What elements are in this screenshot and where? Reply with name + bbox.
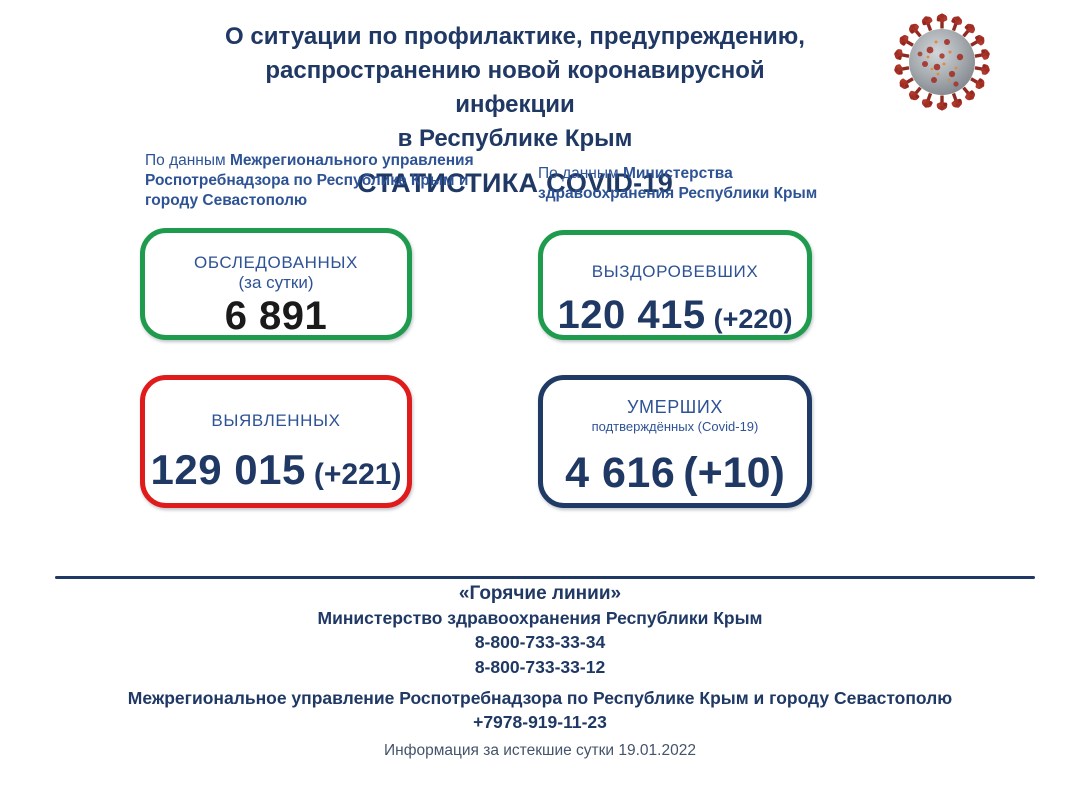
card-deceased-value: 4 616 [565, 449, 676, 497]
title-line-2: распространению новой коронавирусной инф… [265, 57, 765, 118]
card-examined-value-row: 6 891 [225, 293, 328, 339]
source-ministry-caption: По данным Министерства здравоохранения Р… [538, 164, 868, 204]
source-left-name: Межрегионального управления Роспотребнад… [145, 152, 474, 209]
card-detected-value-row: 129 015 (+221) [151, 446, 402, 494]
card-deceased: УМЕРШИХ подтверждённых (Covid-19) 4 616 … [538, 375, 812, 508]
card-examined-sublabel: (за сутки) [238, 273, 314, 292]
card-detected-delta: (+221) [313, 458, 402, 491]
card-deceased-sublabel: подтверждённых (Covid-19) [591, 419, 759, 434]
divider-line [55, 576, 1035, 579]
card-recovered-label: ВЫЗДОРОВЕВШИХ [591, 262, 759, 281]
card-recovered-value-row: 120 415 (+220) [558, 293, 793, 338]
source-right-prefix: По данным [538, 165, 619, 182]
page-title: О ситуации по профилактике, предупрежден… [205, 20, 825, 199]
virus-surface-spots [917, 39, 964, 87]
hotlines-heading: «Горячие линии» [458, 583, 622, 604]
card-detected-label: ВЫЯВЛЕННЫХ [211, 411, 341, 430]
hotline-ministry-phone-1: 8-800-733-33-34 [474, 632, 606, 652]
card-examined-value: 6 891 [224, 294, 328, 338]
coronavirus-icon-svg [893, 13, 991, 111]
card-recovered: ВЫЗДОРОВЕВШИХ 120 415 (+220) [538, 230, 812, 340]
card-deceased-value-row: 4 616 (+10) [565, 449, 785, 498]
hotline-rospotrebnadzor-name: Межрегиональное управление Роспотребнадз… [127, 688, 953, 708]
coronavirus-icon [890, 10, 994, 114]
title-line-1: О ситуации по профилактике, предупрежден… [225, 23, 805, 50]
card-recovered-value: 120 415 [557, 293, 706, 337]
hotline-ministry-name: Министерство здравоохранения Республики … [317, 608, 763, 628]
statistics-subtitle: СТАТИСТИКА COVID-19 [356, 168, 674, 198]
card-examined-label: ОБСЛЕДОВАННЫХ [194, 253, 358, 272]
card-examined: ОБСЛЕДОВАННЫХ (за сутки) 6 891 [140, 228, 412, 340]
hotline-ministry-phone-2: 8-800-733-33-12 [474, 657, 606, 677]
source-right-name: Министерства здравоохранения Республики … [538, 165, 818, 202]
card-deceased-delta: (+10) [683, 449, 785, 497]
card-detected-value: 129 015 [150, 446, 306, 493]
source-left-prefix: По данным [145, 152, 226, 169]
card-detected: ВЫЯВЛЕННЫХ 129 015 (+221) [140, 375, 412, 508]
title-line-3: в Республике Крым [397, 125, 633, 152]
hotline-rospotrebnadzor-phone: +7978-919-11-23 [473, 712, 607, 732]
card-recovered-delta: (+220) [713, 304, 793, 334]
footer-info: Информация за истекшие сутки 19.01.2022 [384, 742, 696, 759]
card-deceased-label: УМЕРШИХ [626, 397, 724, 417]
source-rospotrebnadzor-caption: По данным Межрегионального управления Ро… [145, 151, 475, 211]
